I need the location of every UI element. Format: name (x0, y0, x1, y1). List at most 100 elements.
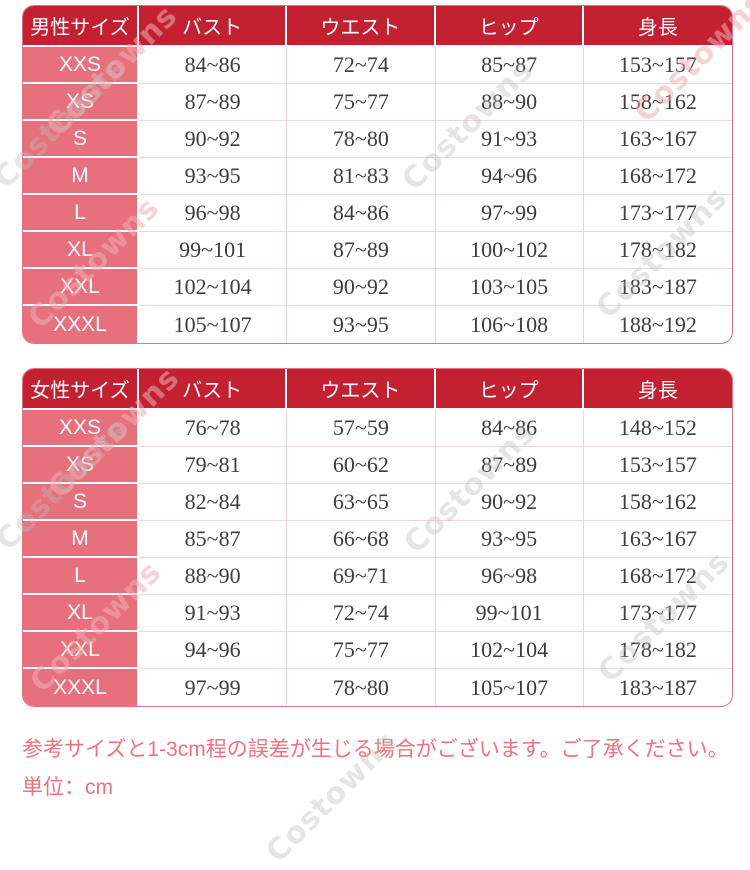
table-row: L 96~98 84~86 97~99 173~177 (23, 195, 732, 232)
table-row: XS 87~89 75~77 88~90 158~162 (23, 84, 732, 121)
measurement-cell: 94~96 (435, 158, 584, 195)
measurement-cell: 96~98 (139, 195, 288, 232)
column-header: ウエスト (287, 369, 436, 410)
measurement-cell: 72~74 (287, 595, 436, 632)
measurement-cell: 63~65 (287, 484, 436, 521)
column-header: ウエスト (287, 6, 436, 47)
table-row: XXXL 105~107 93~95 106~108 188~192 (23, 306, 732, 343)
measurement-cell: 158~162 (583, 484, 732, 521)
measurement-cell: 87~89 (139, 84, 288, 121)
table-row: S 82~84 63~65 90~92 158~162 (23, 484, 732, 521)
size-label-cell: XXL (23, 632, 139, 669)
measurement-cell: 84~86 (435, 410, 584, 447)
measurement-cell: 78~80 (287, 121, 436, 158)
measurement-cell: 173~177 (583, 195, 732, 232)
table-row: XXXL 97~99 78~80 105~107 183~187 (23, 669, 732, 706)
measurement-cell: 148~152 (583, 410, 732, 447)
column-header: ヒップ (435, 6, 584, 47)
measurement-cell: 91~93 (435, 121, 584, 158)
measurement-cell: 87~89 (435, 447, 584, 484)
table-row: XXL 102~104 90~92 103~105 183~187 (23, 269, 732, 306)
measurement-cell: 168~172 (583, 158, 732, 195)
womens-size-table: 女性サイズ バスト ウエスト ヒップ 身長 XXS 76~78 57~59 84~86 148~… (23, 369, 732, 706)
measurement-cell: 88~90 (139, 558, 288, 595)
measurement-cell: 57~59 (287, 410, 436, 447)
size-label-cell: XS (23, 447, 139, 484)
measurement-cell: 79~81 (139, 447, 288, 484)
table-row: XXS 84~86 72~74 85~87 153~157 (23, 47, 732, 84)
measurement-cell: 106~108 (435, 306, 584, 343)
table-row: M 85~87 66~68 93~95 163~167 (23, 521, 732, 558)
measurement-cell: 178~182 (583, 632, 732, 669)
measurement-cell: 72~74 (287, 47, 436, 84)
measurement-cell: 163~167 (583, 521, 732, 558)
measurement-cell: 91~93 (139, 595, 288, 632)
size-label-cell: XXL (23, 269, 139, 306)
footer-notes: 参考サイズと1-3cm程の誤差が生じる場合がございます。ご了承ください。 単位：… (22, 731, 750, 807)
measurement-cell: 153~157 (583, 447, 732, 484)
column-header: 男性サイズ (23, 6, 139, 47)
measurement-cell: 102~104 (139, 269, 288, 306)
size-label-cell: XXS (23, 47, 139, 84)
column-header: バスト (139, 369, 288, 410)
measurement-cell: 85~87 (139, 521, 288, 558)
measurement-cell: 85~87 (435, 47, 584, 84)
measurement-cell: 90~92 (435, 484, 584, 521)
measurement-cell: 163~167 (583, 121, 732, 158)
table-row: S 90~92 78~80 91~93 163~167 (23, 121, 732, 158)
table-row: XXS 76~78 57~59 84~86 148~152 (23, 410, 732, 447)
column-header: 身長 (583, 6, 732, 47)
size-label-cell: XL (23, 232, 139, 269)
measurement-cell: 99~101 (139, 232, 288, 269)
measurement-cell: 105~107 (435, 669, 584, 706)
measurement-cell: 87~89 (287, 232, 436, 269)
size-label-cell: XS (23, 84, 139, 121)
measurement-cell: 173~177 (583, 595, 732, 632)
measurement-cell: 96~98 (435, 558, 584, 595)
measurement-cell: 105~107 (139, 306, 288, 343)
measurement-cell: 178~182 (583, 232, 732, 269)
measurement-cell: 103~105 (435, 269, 584, 306)
measurement-cell: 158~162 (583, 84, 732, 121)
measurement-cell: 102~104 (435, 632, 584, 669)
size-label-cell: S (23, 484, 139, 521)
measurement-cell: 90~92 (287, 269, 436, 306)
measurement-cell: 97~99 (139, 669, 288, 706)
measurement-cell: 84~86 (139, 47, 288, 84)
measurement-cell: 168~172 (583, 558, 732, 595)
measurement-cell: 94~96 (139, 632, 288, 669)
measurement-cell: 153~157 (583, 47, 732, 84)
mens-size-table-container: 男性サイズ バスト ウエスト ヒップ 身長 XXS 84~86 72~74 85~87 153~… (22, 5, 733, 344)
header-row: 男性サイズ バスト ウエスト ヒップ 身長 (23, 6, 732, 47)
column-header: バスト (139, 6, 288, 47)
table-row: XL 99~101 87~89 100~102 178~182 (23, 232, 732, 269)
measurement-cell: 93~95 (139, 158, 288, 195)
measurement-cell: 90~92 (139, 121, 288, 158)
size-label-cell: M (23, 521, 139, 558)
measurement-cell: 66~68 (287, 521, 436, 558)
column-header: 身長 (583, 369, 732, 410)
measurement-cell: 81~83 (287, 158, 436, 195)
mens-size-table: 男性サイズ バスト ウエスト ヒップ 身長 XXS 84~86 72~74 85~87 153~… (23, 6, 732, 343)
womens-size-table-container: 女性サイズ バスト ウエスト ヒップ 身長 XXS 76~78 57~59 84~86 148~… (22, 368, 733, 707)
measurement-cell: 100~102 (435, 232, 584, 269)
measurement-cell: 84~86 (287, 195, 436, 232)
header-row: 女性サイズ バスト ウエスト ヒップ 身長 (23, 369, 732, 410)
size-label-cell: M (23, 158, 139, 195)
table-row: XXL 94~96 75~77 102~104 178~182 (23, 632, 732, 669)
size-label-cell: L (23, 195, 139, 232)
tolerance-note: 参考サイズと1-3cm程の誤差が生じる場合がございます。ご了承ください。 (22, 738, 729, 761)
size-label-cell: L (23, 558, 139, 595)
table-row: XL 91~93 72~74 99~101 173~177 (23, 595, 732, 632)
measurement-cell: 75~77 (287, 632, 436, 669)
column-header: 女性サイズ (23, 369, 139, 410)
size-label-cell: S (23, 121, 139, 158)
measurement-cell: 99~101 (435, 595, 584, 632)
measurement-cell: 76~78 (139, 410, 288, 447)
size-label-cell: XXXL (23, 306, 139, 343)
measurement-cell: 93~95 (287, 306, 436, 343)
measurement-cell: 75~77 (287, 84, 436, 121)
size-label-cell: XXXL (23, 669, 139, 706)
measurement-cell: 82~84 (139, 484, 288, 521)
table-row: L 88~90 69~71 96~98 168~172 (23, 558, 732, 595)
